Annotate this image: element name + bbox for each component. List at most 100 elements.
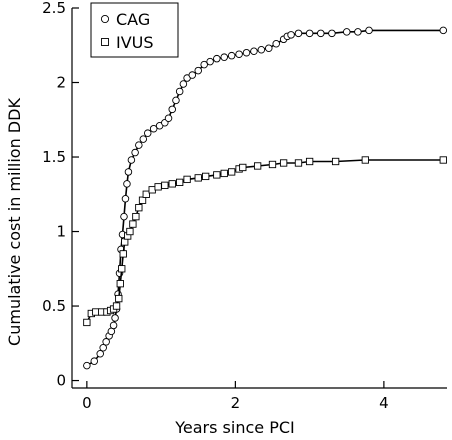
data-point [138, 196, 147, 204]
data-point [354, 28, 362, 36]
data-point [294, 29, 303, 38]
data-point [161, 181, 169, 189]
y-tick-label: 1 [56, 223, 66, 241]
data-point [213, 171, 221, 179]
data-point [83, 318, 91, 327]
legend-label-ivus: IVUS [116, 33, 154, 52]
series-ivus [83, 156, 447, 327]
data-point [118, 265, 126, 273]
data-point [148, 186, 156, 194]
data-point [305, 157, 314, 166]
x-axis-title: Years since PCI [174, 418, 294, 437]
data-point [123, 180, 131, 188]
y-tick-label: 2 [56, 74, 66, 92]
legend-marker-cag [100, 14, 110, 24]
legend-items: CAG IVUS [100, 10, 154, 52]
data-point [213, 54, 221, 63]
data-point [143, 129, 152, 137]
data-point [121, 238, 129, 246]
data-point [272, 40, 280, 48]
data-point [124, 168, 133, 176]
data-point [331, 157, 340, 166]
data-point [206, 57, 214, 66]
data-point [120, 212, 128, 221]
data-point [119, 250, 127, 258]
data-point [183, 175, 191, 184]
y-tick-label: 0.5 [42, 297, 66, 315]
y-tick-label: 0 [56, 372, 66, 390]
data-point [361, 156, 369, 164]
data-point [92, 308, 100, 316]
data-point [131, 148, 139, 157]
data-point [279, 159, 288, 167]
data-point [257, 45, 266, 54]
data-point [132, 212, 140, 221]
data-point [194, 174, 202, 182]
data-point [194, 66, 202, 75]
data-point [439, 156, 447, 164]
data-point [250, 47, 258, 55]
data-point [265, 44, 273, 52]
data-point [268, 160, 277, 169]
y-axis-title: Cumulative cost in million DDK [5, 98, 24, 346]
data-point [164, 114, 173, 123]
data-point [188, 71, 197, 79]
x-tick-label: 2 [231, 394, 241, 412]
data-point [239, 163, 247, 172]
data-point [242, 48, 251, 57]
data-point [287, 31, 295, 39]
data-point [235, 50, 243, 58]
data-point [129, 220, 137, 228]
data-point [168, 105, 176, 114]
legend: CAG IVUS [90, 2, 179, 58]
data-point [294, 159, 303, 167]
data-point [202, 172, 210, 181]
data-point [83, 361, 91, 370]
data-point [149, 124, 158, 133]
data-point [154, 183, 162, 191]
data-point [439, 26, 448, 35]
data-point [175, 87, 184, 96]
legend-label-cag: CAG [116, 10, 150, 29]
data-point [135, 204, 143, 212]
x-tick-label: 4 [379, 394, 389, 412]
data-point [90, 357, 99, 365]
data-point [126, 227, 134, 236]
data-point [228, 168, 236, 176]
data-point [111, 314, 119, 322]
series-cag [83, 26, 448, 370]
data-point [317, 29, 325, 38]
data-point [135, 141, 143, 149]
data-point [365, 26, 373, 35]
data-point [176, 178, 184, 187]
data-point [102, 338, 110, 346]
legend-box [90, 2, 179, 58]
data-point [115, 294, 123, 303]
data-point [220, 169, 228, 178]
y-tick-label: 2.5 [42, 0, 66, 17]
data-point [343, 28, 351, 36]
axes: 0 0.5 1 1.5 2 2.5 0 2 4 [42, 0, 447, 412]
data-point [99, 344, 107, 352]
data-point [142, 190, 150, 198]
data-point [112, 302, 121, 310]
series-layer [83, 26, 448, 370]
data-point [179, 80, 188, 88]
data-point [121, 194, 130, 203]
data-point [305, 29, 314, 38]
data-point [200, 60, 208, 69]
data-point [227, 51, 236, 60]
data-point [168, 180, 176, 188]
data-point [116, 280, 124, 288]
x-tick-label: 0 [82, 394, 92, 412]
data-point [127, 156, 136, 164]
data-point [172, 96, 180, 105]
data-point [220, 53, 228, 61]
data-point [139, 135, 148, 143]
data-point [109, 321, 118, 330]
legend-marker-ivus [101, 38, 109, 46]
series-line-ivus [86, 159, 444, 323]
data-point [328, 29, 336, 38]
y-tick-label: 1.5 [42, 148, 66, 166]
